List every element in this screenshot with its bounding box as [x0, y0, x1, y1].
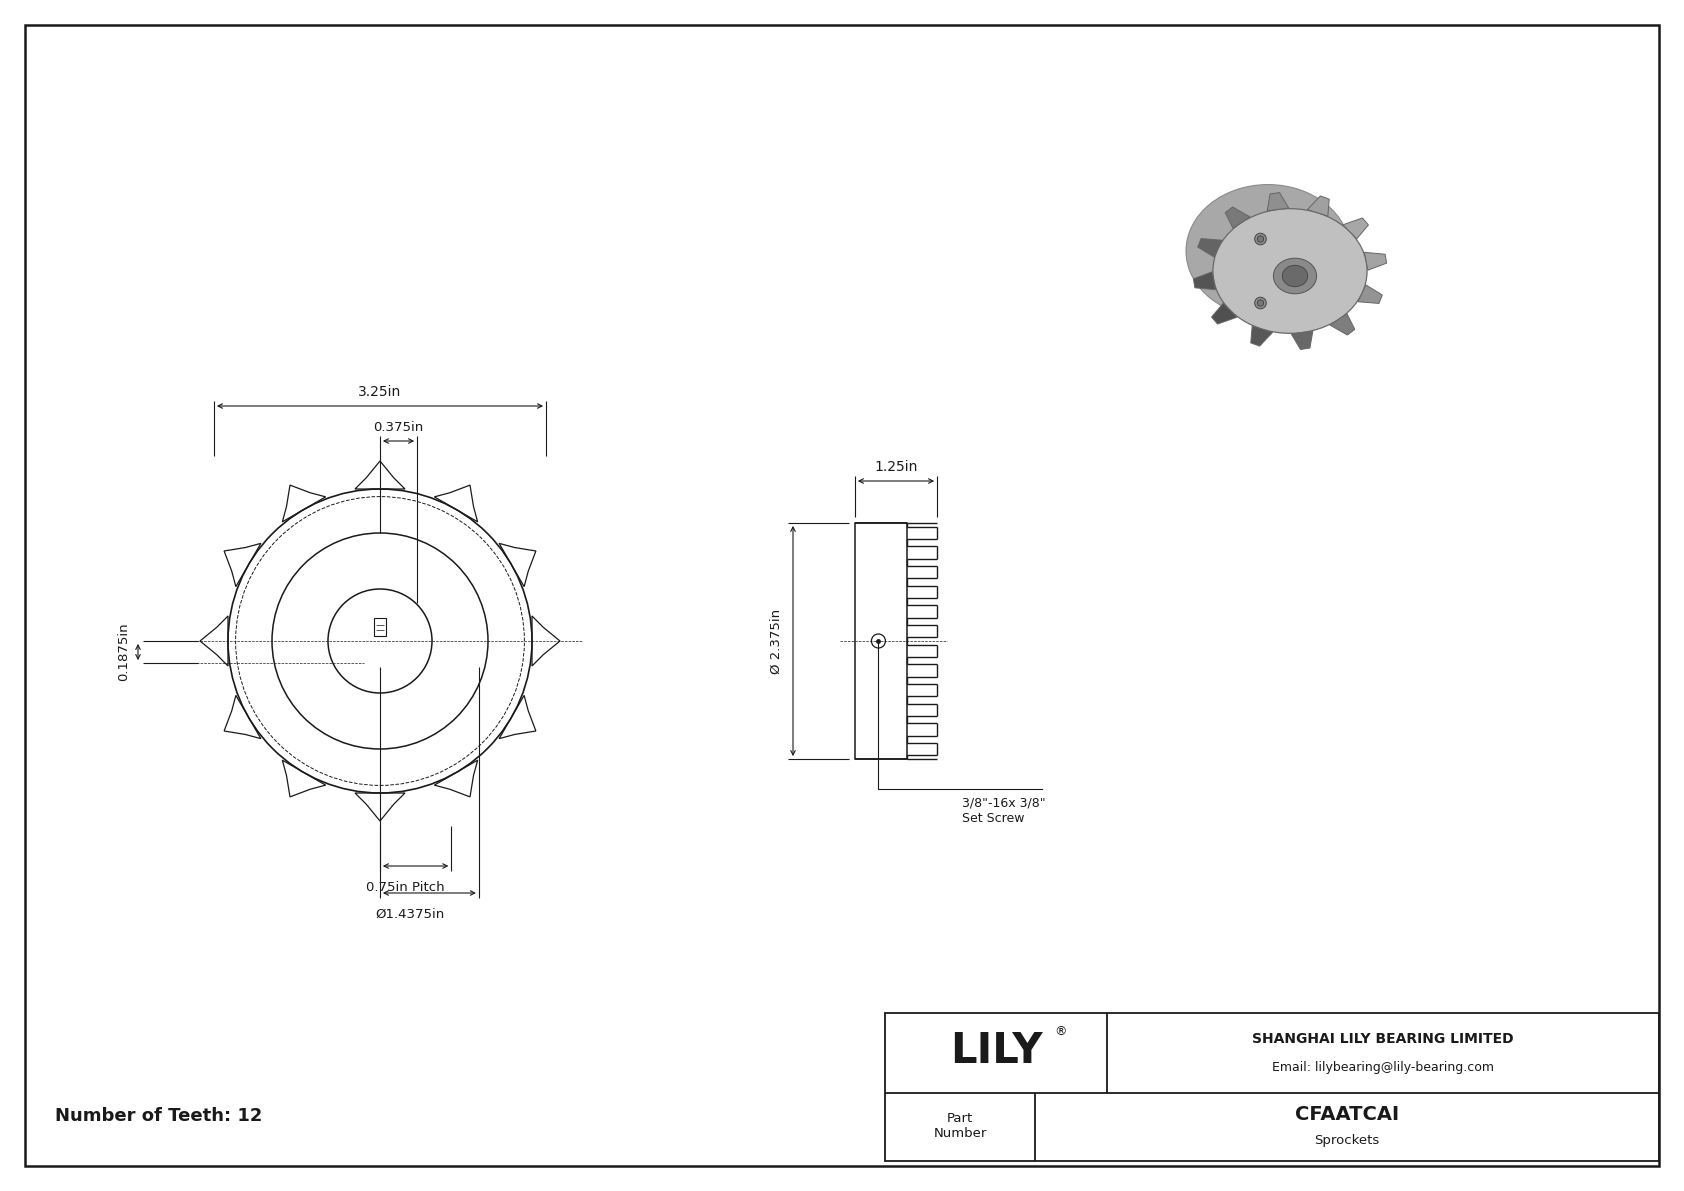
Circle shape: [1255, 233, 1266, 245]
Polygon shape: [1194, 272, 1216, 289]
Text: 0.375in: 0.375in: [374, 420, 424, 434]
Text: SHANGHAI LILY BEARING LIMITED: SHANGHAI LILY BEARING LIMITED: [1253, 1031, 1514, 1046]
Bar: [374, 618, 386, 636]
Ellipse shape: [1282, 266, 1308, 287]
Bar: [855, 523, 908, 759]
Polygon shape: [1292, 331, 1314, 349]
Text: ®: ®: [1054, 1025, 1068, 1037]
Polygon shape: [1357, 285, 1383, 304]
Text: LILY: LILY: [950, 1030, 1042, 1072]
Text: Ø 2.375in: Ø 2.375in: [770, 609, 783, 674]
Text: Ø1.4375in: Ø1.4375in: [376, 908, 445, 921]
Polygon shape: [1266, 193, 1288, 211]
Text: Number of Teeth: 12: Number of Teeth: 12: [56, 1106, 263, 1125]
Text: 0.75in Pitch: 0.75in Pitch: [367, 881, 445, 894]
Ellipse shape: [1236, 227, 1344, 314]
Text: CFAATCAI: CFAATCAI: [1295, 1105, 1399, 1124]
Bar: [886, 1014, 1659, 1161]
Text: Email: lilybearing@lily-bearing.com: Email: lilybearing@lily-bearing.com: [1271, 1061, 1494, 1074]
Text: 1.25in: 1.25in: [874, 460, 918, 474]
Polygon shape: [1364, 252, 1386, 270]
Polygon shape: [1330, 313, 1356, 335]
Text: 3.25in: 3.25in: [359, 385, 401, 399]
Circle shape: [1258, 300, 1263, 306]
Text: 3/8"-16x 3/8"
Set Screw: 3/8"-16x 3/8" Set Screw: [962, 797, 1046, 825]
Text: 0.1875in: 0.1875in: [116, 623, 130, 681]
Polygon shape: [1307, 195, 1329, 216]
Ellipse shape: [1273, 258, 1317, 294]
Polygon shape: [1251, 326, 1273, 347]
Circle shape: [1258, 236, 1263, 242]
Polygon shape: [1197, 238, 1223, 257]
Ellipse shape: [1186, 185, 1351, 318]
Polygon shape: [1226, 207, 1250, 229]
Circle shape: [1255, 298, 1266, 308]
Ellipse shape: [1212, 208, 1367, 333]
Text: Sprockets: Sprockets: [1315, 1134, 1379, 1147]
Polygon shape: [1211, 304, 1238, 324]
Text: Part
Number: Part Number: [933, 1111, 987, 1140]
Polygon shape: [1344, 218, 1369, 238]
